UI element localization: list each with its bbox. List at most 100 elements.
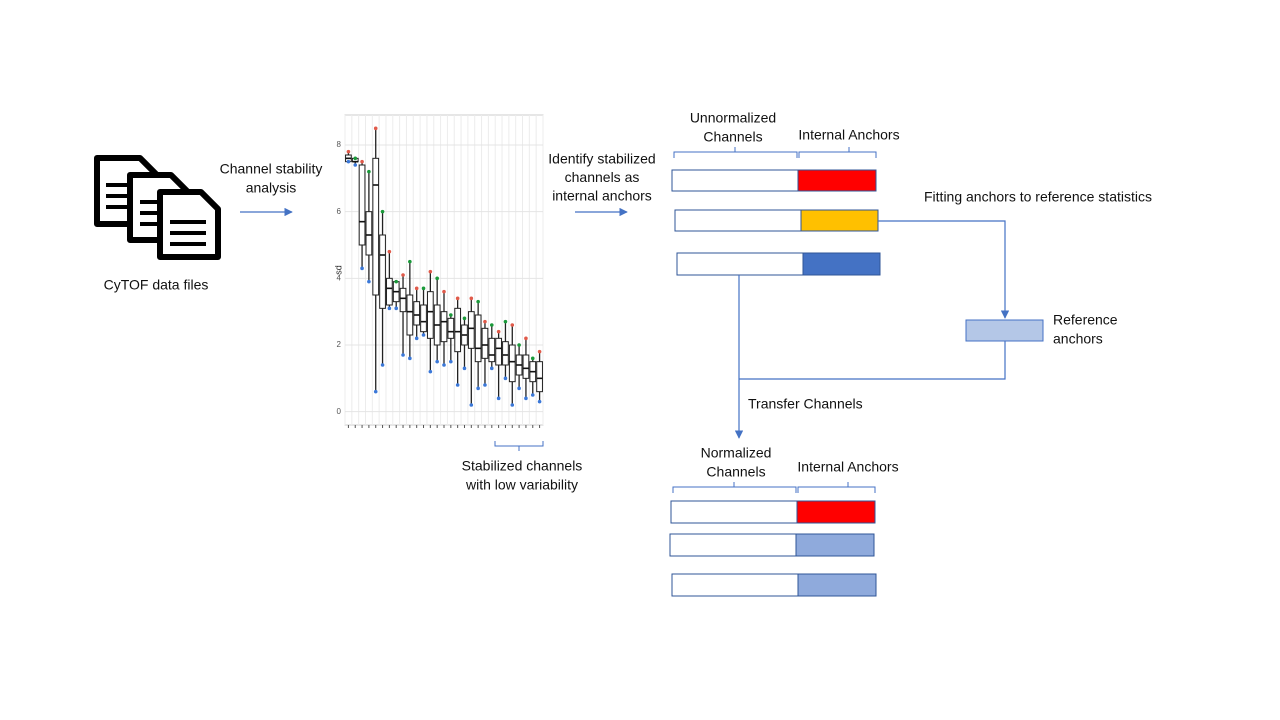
max-point bbox=[503, 319, 508, 324]
min-point bbox=[510, 403, 515, 407]
label: Transfer Channels bbox=[748, 396, 863, 412]
max-point bbox=[510, 323, 515, 327]
box bbox=[420, 304, 427, 333]
min-point bbox=[476, 386, 480, 391]
label: Fitting anchors to reference statistics bbox=[924, 189, 1152, 205]
y-tick-label: 4 bbox=[337, 273, 342, 282]
max-point bbox=[387, 249, 392, 254]
min-point bbox=[346, 159, 351, 164]
box bbox=[502, 341, 509, 366]
channel-box bbox=[671, 169, 799, 192]
min-point bbox=[517, 386, 521, 391]
max-point bbox=[401, 273, 405, 277]
brace bbox=[672, 482, 797, 493]
min-point bbox=[353, 163, 358, 167]
max-point bbox=[469, 296, 474, 301]
min-point bbox=[537, 399, 542, 404]
label: Normalized bbox=[701, 445, 772, 461]
anchor-box bbox=[796, 500, 876, 524]
y-axis-label: sd bbox=[333, 265, 343, 275]
connector bbox=[739, 341, 1006, 380]
label: Channel stability bbox=[220, 161, 323, 177]
max-point bbox=[442, 289, 446, 294]
max-point bbox=[537, 349, 542, 354]
label: Identify stabilized bbox=[548, 151, 655, 167]
min-point bbox=[503, 376, 508, 381]
y-tick-label: 2 bbox=[337, 340, 342, 349]
box bbox=[386, 277, 393, 306]
channel-box bbox=[671, 573, 799, 597]
max-point bbox=[435, 276, 439, 281]
brace bbox=[494, 441, 544, 451]
max-point bbox=[360, 159, 364, 164]
max-point bbox=[517, 343, 521, 347]
min-point bbox=[421, 333, 426, 337]
max-point bbox=[414, 286, 419, 291]
anchor-box bbox=[797, 169, 877, 192]
min-point bbox=[449, 359, 453, 364]
min-point bbox=[394, 306, 399, 311]
file-icon bbox=[94, 155, 221, 260]
max-point bbox=[489, 323, 494, 327]
min-point bbox=[435, 359, 439, 364]
boxplot bbox=[344, 114, 544, 428]
min-point bbox=[401, 353, 405, 357]
arrow bbox=[878, 220, 1010, 319]
min-point bbox=[380, 363, 385, 367]
label: Reference bbox=[1053, 312, 1118, 328]
min-point bbox=[496, 396, 501, 401]
label: analysis bbox=[246, 180, 297, 196]
box bbox=[413, 301, 421, 326]
min-point bbox=[455, 383, 460, 387]
reference-box bbox=[965, 319, 1044, 342]
box bbox=[488, 337, 496, 363]
box bbox=[426, 291, 434, 339]
max-point bbox=[367, 169, 371, 174]
box bbox=[365, 211, 373, 256]
box bbox=[447, 317, 455, 339]
min-point bbox=[442, 363, 446, 367]
min-point bbox=[530, 393, 535, 397]
anchor-box bbox=[795, 533, 875, 557]
box bbox=[522, 354, 530, 379]
label: with low variability bbox=[465, 477, 578, 493]
max-point bbox=[421, 286, 426, 291]
max-point bbox=[449, 313, 453, 317]
channel-box bbox=[669, 533, 797, 557]
y-tick-label: 6 bbox=[337, 207, 342, 216]
min-point bbox=[367, 279, 371, 284]
label: anchors bbox=[1053, 331, 1103, 347]
brace bbox=[798, 147, 877, 158]
box bbox=[399, 287, 407, 313]
anchor-box bbox=[802, 252, 881, 276]
min-point bbox=[408, 356, 412, 361]
label: CyTOF data files bbox=[104, 277, 209, 293]
label: Channels bbox=[703, 129, 762, 145]
min-point bbox=[373, 389, 378, 394]
max-point bbox=[428, 269, 433, 274]
max-point bbox=[530, 356, 535, 361]
box bbox=[440, 311, 448, 343]
box bbox=[467, 311, 475, 349]
y-tick-label: 8 bbox=[337, 140, 342, 149]
min-point bbox=[483, 383, 487, 387]
box bbox=[379, 234, 386, 309]
max-point bbox=[346, 149, 351, 154]
brace bbox=[797, 482, 876, 493]
max-point bbox=[483, 319, 487, 324]
box bbox=[358, 164, 366, 246]
min-point bbox=[360, 266, 364, 271]
min-point bbox=[414, 336, 419, 341]
label: Internal Anchors bbox=[797, 459, 898, 475]
channel-box bbox=[670, 500, 798, 524]
label: channels as bbox=[565, 169, 640, 185]
max-point bbox=[524, 336, 528, 341]
min-point bbox=[462, 366, 467, 371]
min-point bbox=[524, 396, 528, 401]
label: Channels bbox=[706, 464, 765, 480]
max-point bbox=[476, 299, 480, 304]
min-point bbox=[469, 403, 474, 407]
max-point bbox=[496, 329, 501, 334]
min-point bbox=[428, 369, 433, 374]
